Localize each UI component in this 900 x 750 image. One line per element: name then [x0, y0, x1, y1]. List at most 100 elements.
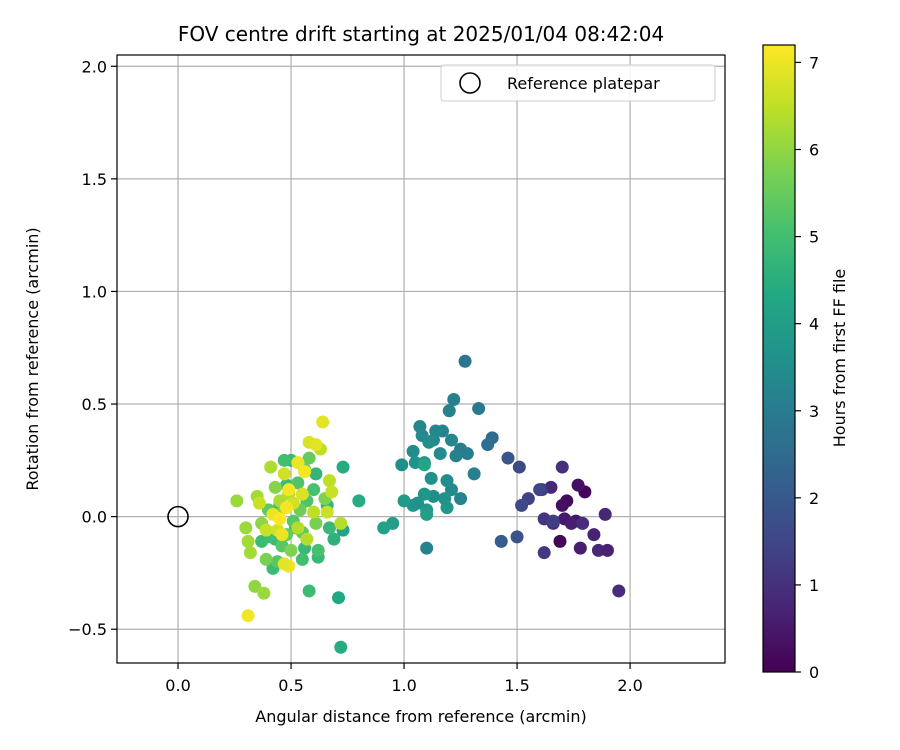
x-axis-label: Angular distance from reference (arcmin): [255, 707, 586, 726]
data-point: [420, 507, 434, 521]
data-point: [600, 543, 614, 557]
colorbar-tick-label: 3: [809, 402, 819, 421]
x-tick-label: 1.0: [391, 676, 416, 695]
colorbar-tick-label: 6: [809, 141, 819, 160]
grid-lines: [117, 55, 725, 663]
data-point: [445, 483, 459, 497]
data-point: [564, 516, 578, 530]
data-point: [322, 474, 336, 488]
data-point: [291, 476, 305, 490]
data-point: [307, 483, 321, 497]
data-point: [282, 483, 296, 497]
data-point: [248, 579, 262, 593]
data-point: [553, 534, 567, 548]
data-point: [598, 507, 612, 521]
plot-frame: [116, 54, 726, 664]
data-point: [268, 480, 282, 494]
data-point: [573, 541, 587, 555]
legend-box: [440, 64, 716, 102]
y-tick-label: −0.5: [68, 620, 107, 639]
data-point: [417, 487, 431, 501]
y-tick-label: 0.0: [82, 508, 107, 527]
data-point: [442, 404, 456, 418]
data-point: [230, 494, 244, 508]
data-point: [454, 492, 468, 506]
data-point: [332, 591, 346, 605]
x-tick-label: 2.0: [617, 676, 642, 695]
data-point: [298, 465, 312, 479]
data-point: [241, 534, 255, 548]
data-point: [277, 557, 291, 571]
data-point: [591, 543, 605, 557]
data-point: [316, 415, 330, 429]
data-point: [395, 458, 409, 472]
legend-reference-icon: [459, 72, 481, 94]
data-point: [445, 433, 459, 447]
data-point: [291, 521, 305, 535]
data-point: [515, 498, 529, 512]
data-point: [501, 451, 515, 465]
data-point: [449, 449, 463, 463]
data-point: [257, 586, 271, 600]
data-point: [280, 501, 294, 515]
data-point: [334, 516, 348, 530]
data-point: [555, 460, 569, 474]
y-axis-label: Rotation from reference (arcmin): [23, 227, 42, 490]
data-point: [612, 584, 626, 598]
data-point: [311, 543, 325, 557]
data-point: [334, 640, 348, 654]
data-point: [377, 521, 391, 535]
data-point: [264, 460, 278, 474]
data-point: [467, 467, 481, 481]
data-point: [472, 402, 486, 416]
colorbar-tick-label: 5: [809, 228, 819, 247]
data-point: [433, 447, 447, 461]
data-point: [411, 496, 425, 510]
x-axis-ticks: 0.0 0.5 1.0 1.5 2.0: [165, 663, 643, 695]
data-point: [576, 516, 590, 530]
data-point: [555, 498, 569, 512]
legend-reference-label: Reference platepar: [507, 74, 660, 93]
y-tick-label: 1.5: [82, 170, 107, 189]
data-point: [275, 528, 289, 542]
colorbar: 0 1 2 3 4 5 6 7 Hours from first FF file: [762, 44, 849, 682]
data-point: [259, 523, 273, 537]
data-point: [302, 584, 316, 598]
data-point: [252, 496, 266, 510]
data-point: [406, 444, 420, 458]
y-tick-label: 1.0: [82, 282, 107, 301]
data-point: [481, 438, 495, 452]
data-point: [420, 541, 434, 555]
data-point: [571, 478, 585, 492]
data-point: [533, 483, 547, 497]
data-point: [438, 492, 452, 506]
data-point: [336, 460, 350, 474]
colorbar-tick-label: 2: [809, 489, 819, 508]
data-point: [307, 505, 321, 519]
data-point: [295, 487, 309, 501]
data-points: [230, 354, 626, 654]
data-point: [277, 453, 291, 467]
data-point: [277, 467, 291, 481]
colorbar-tick-label: 7: [809, 53, 819, 72]
data-point: [291, 456, 305, 470]
y-axis-ticks: −0.5 0.0 0.5 1.0 1.5 2.0: [68, 57, 117, 639]
data-point: [302, 451, 316, 465]
reference-marker: [167, 505, 189, 528]
data-point: [255, 534, 269, 548]
y-tick-label: 0.5: [82, 395, 107, 414]
data-point: [320, 505, 334, 519]
data-point: [239, 521, 253, 535]
data-point: [415, 429, 429, 443]
colorbar-gradient: [762, 44, 796, 673]
data-point: [243, 546, 257, 560]
data-point: [327, 532, 341, 546]
data-point: [447, 393, 461, 407]
data-point: [259, 552, 273, 566]
data-point: [512, 460, 526, 474]
data-point: [537, 546, 551, 560]
colorbar-label: Hours from first FF file: [830, 269, 849, 448]
data-point: [397, 494, 411, 508]
colorbar-ticks: 0 1 2 3 4 5 6 7: [795, 53, 819, 682]
